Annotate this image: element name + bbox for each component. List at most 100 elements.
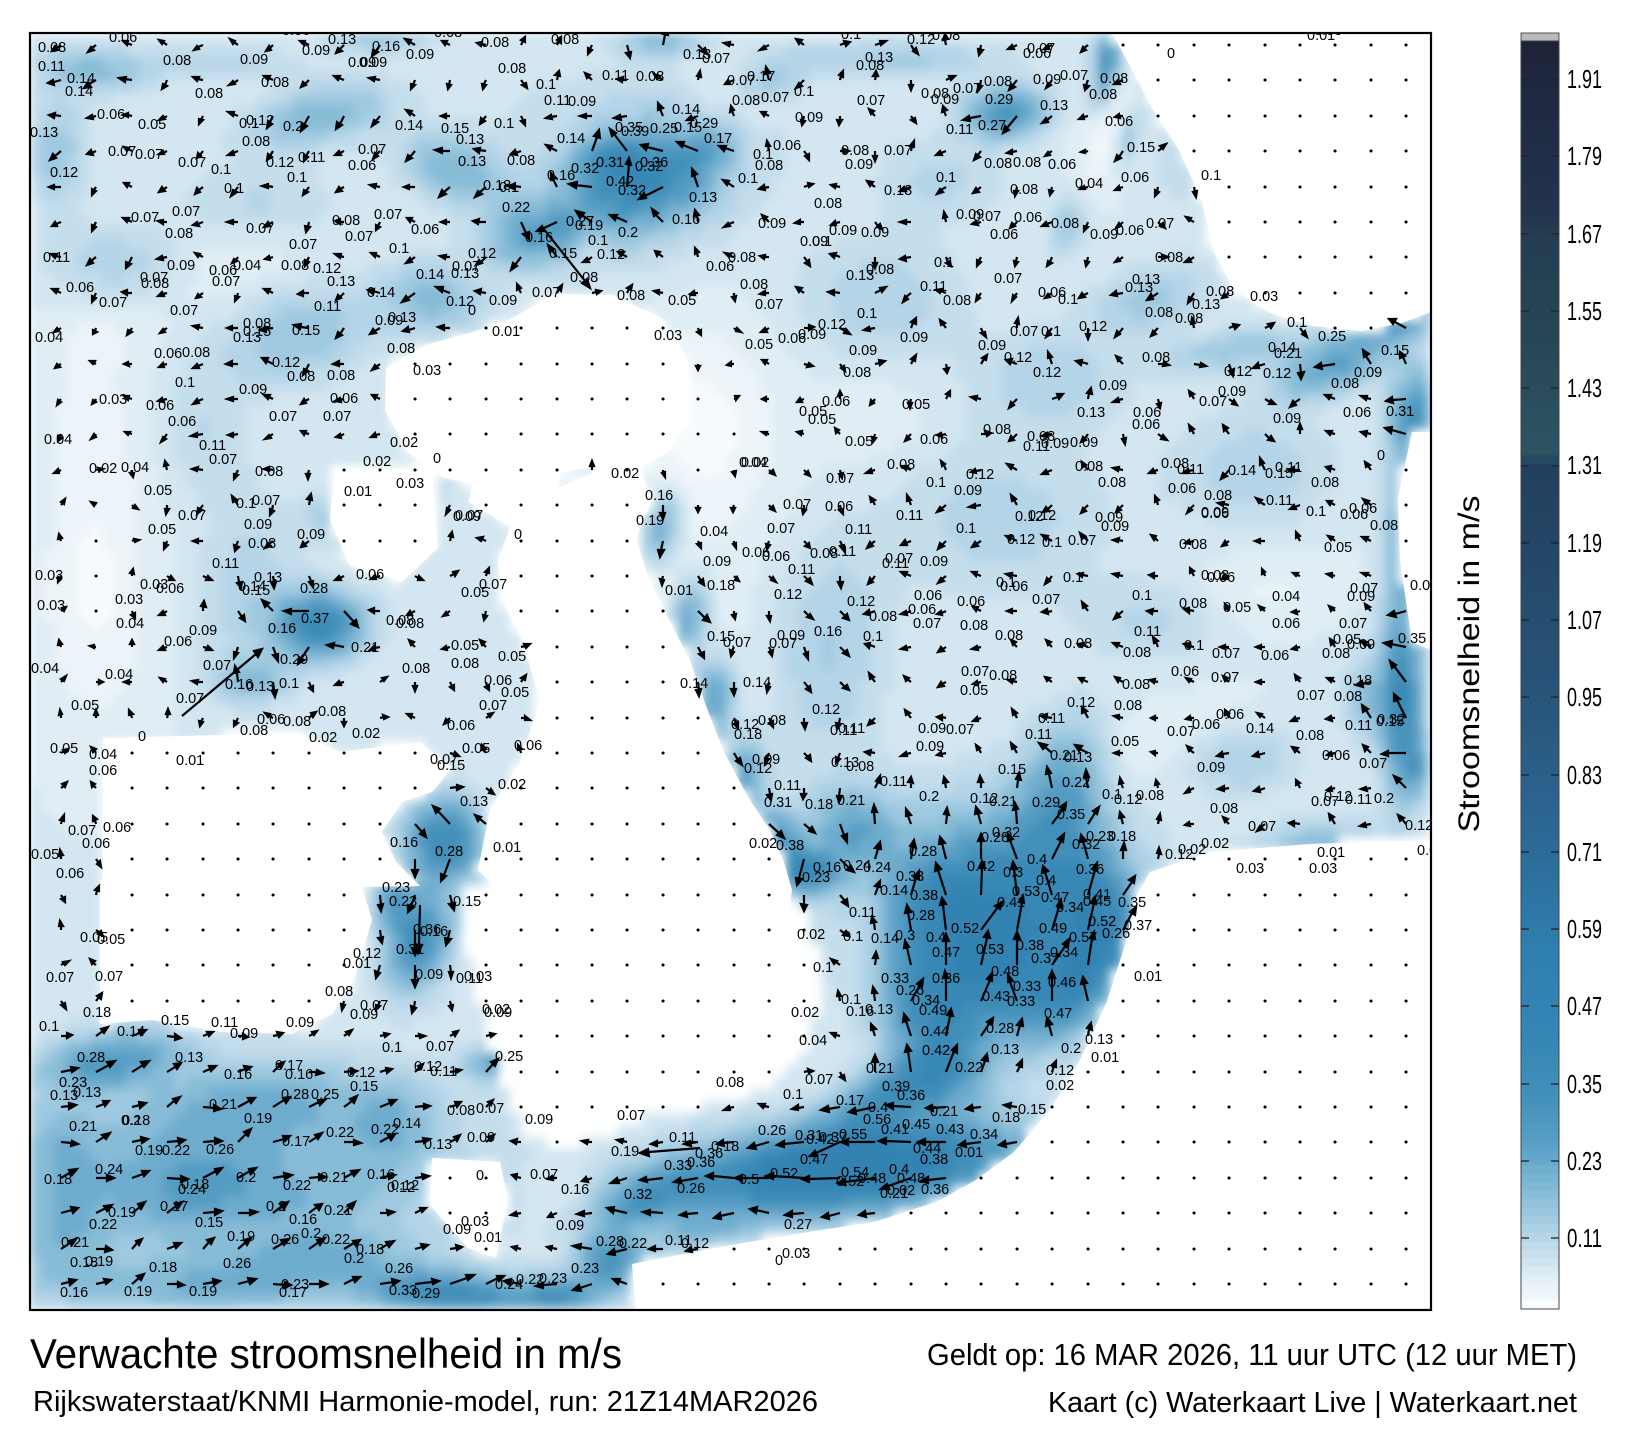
svg-text:0.15: 0.15	[242, 583, 270, 599]
svg-text:0.09: 0.09	[244, 517, 272, 533]
svg-text:0.06: 0.06	[742, 545, 770, 561]
svg-text:0.03: 0.03	[396, 476, 424, 492]
svg-text:0.22: 0.22	[619, 1236, 647, 1252]
svg-text:0.19: 0.19	[189, 1284, 217, 1300]
svg-text:0.19: 0.19	[611, 1144, 639, 1160]
svg-text:0.08: 0.08	[387, 341, 415, 357]
svg-text:0.45: 0.45	[902, 1117, 930, 1133]
svg-text:0.12: 0.12	[1004, 350, 1032, 366]
svg-text:0.03: 0.03	[1314, 23, 1342, 39]
svg-text:0.17: 0.17	[275, 1058, 303, 1074]
svg-text:0.13: 0.13	[1040, 98, 1068, 114]
svg-text:0.36: 0.36	[687, 1155, 715, 1171]
svg-text:0.1: 0.1	[863, 629, 883, 645]
svg-text:0.07: 0.07	[953, 81, 981, 97]
svg-text:0.07: 0.07	[323, 409, 351, 425]
svg-text:0.34: 0.34	[970, 1127, 998, 1143]
svg-text:0.13: 0.13	[884, 183, 912, 199]
svg-text:0.09: 0.09	[795, 110, 823, 126]
svg-text:0.02: 0.02	[797, 927, 825, 943]
svg-text:0.12: 0.12	[1079, 319, 1107, 335]
svg-text:0.21: 0.21	[320, 1170, 348, 1186]
svg-text:0.08: 0.08	[434, 25, 462, 41]
svg-text:0.08: 0.08	[1334, 689, 1362, 705]
svg-text:0.09: 0.09	[359, 55, 387, 71]
svg-text:0.08: 0.08	[1161, 456, 1189, 472]
svg-text:0.11: 0.11	[920, 279, 947, 295]
svg-text:0.08: 0.08	[716, 1075, 744, 1091]
svg-text:0.33: 0.33	[881, 971, 909, 987]
svg-text:0.1: 0.1	[783, 1087, 803, 1103]
svg-text:0.13: 0.13	[456, 132, 484, 148]
svg-text:0.15: 0.15	[1265, 466, 1293, 482]
svg-text:0.83: 0.83	[1567, 760, 1602, 790]
svg-text:0.06: 0.06	[514, 738, 542, 754]
svg-text:0.15: 0.15	[195, 1215, 223, 1231]
svg-text:0.09: 0.09	[239, 382, 267, 398]
svg-text:0.12: 0.12	[1007, 532, 1035, 548]
svg-text:0.24: 0.24	[843, 858, 871, 874]
svg-text:0.07: 0.07	[209, 452, 237, 468]
svg-text:0.26: 0.26	[385, 1261, 413, 1277]
svg-text:0.26: 0.26	[206, 1142, 234, 1158]
svg-text:0.71: 0.71	[1567, 837, 1602, 867]
svg-text:0.06: 0.06	[1201, 506, 1229, 522]
svg-text:0.08: 0.08	[1206, 284, 1234, 300]
svg-text:0.07: 0.07	[1167, 724, 1195, 740]
svg-text:0.16: 0.16	[846, 1004, 874, 1020]
svg-text:0.09: 0.09	[489, 293, 517, 309]
svg-text:0.07: 0.07	[170, 303, 198, 319]
svg-text:0.14: 0.14	[680, 676, 708, 692]
svg-text:0.18: 0.18	[122, 1113, 150, 1129]
svg-text:0.07: 0.07	[725, 20, 753, 36]
svg-text:0.23: 0.23	[281, 1277, 309, 1293]
svg-text:0.11: 0.11	[838, 721, 865, 737]
svg-text:1.55: 1.55	[1567, 296, 1602, 326]
svg-text:0.02: 0.02	[363, 454, 391, 470]
svg-text:0.18: 0.18	[734, 727, 762, 743]
svg-text:0.19: 0.19	[636, 513, 664, 529]
svg-text:0.05: 0.05	[50, 741, 78, 757]
svg-text:0.06: 0.06	[330, 391, 358, 407]
svg-text:0.11: 0.11	[1177, 462, 1204, 478]
svg-text:0.04: 0.04	[44, 432, 72, 448]
svg-text:0.08: 0.08	[932, 28, 960, 44]
svg-text:0.05: 0.05	[148, 522, 176, 538]
svg-text:0.11: 0.11	[1345, 792, 1372, 808]
svg-text:0.33: 0.33	[896, 869, 924, 885]
svg-text:0.11: 0.11	[430, 1064, 457, 1080]
svg-text:0.12: 0.12	[50, 165, 78, 181]
svg-text:0.03: 0.03	[1309, 861, 1337, 877]
svg-text:1.79: 1.79	[1567, 141, 1602, 171]
svg-text:0.4: 0.4	[926, 930, 946, 946]
svg-text:0.07: 0.07	[358, 142, 386, 158]
svg-text:0.07: 0.07	[973, 209, 1001, 225]
svg-text:0.13: 0.13	[246, 679, 274, 695]
svg-text:0.08: 0.08	[740, 277, 768, 293]
svg-text:0.08: 0.08	[1075, 459, 1103, 475]
svg-text:0.08: 0.08	[995, 628, 1023, 644]
svg-text:0.21: 0.21	[866, 1061, 894, 1077]
svg-text:0.05: 0.05	[144, 483, 172, 499]
svg-text:0.4: 0.4	[1036, 873, 1056, 889]
svg-text:0.09: 0.09	[703, 554, 731, 570]
svg-text:0.04: 0.04	[799, 1033, 827, 1049]
svg-text:0.11: 0.11	[1275, 460, 1302, 476]
svg-text:0.11: 0.11	[1038, 711, 1065, 727]
svg-text:0.1: 0.1	[39, 1019, 59, 1035]
svg-text:0.06: 0.06	[156, 581, 184, 597]
svg-text:0.07: 0.07	[1350, 581, 1378, 597]
svg-text:0.1: 0.1	[1132, 588, 1152, 604]
svg-text:0.17: 0.17	[836, 1093, 864, 1109]
svg-text:0.12: 0.12	[1067, 695, 1095, 711]
svg-text:0.2: 0.2	[618, 225, 638, 241]
svg-text:0.16: 0.16	[561, 1182, 589, 1198]
svg-text:0.19: 0.19	[227, 1229, 255, 1245]
svg-text:0.02: 0.02	[89, 461, 117, 477]
svg-text:0.1: 0.1	[588, 233, 608, 249]
svg-text:0.16: 0.16	[372, 39, 400, 55]
svg-text:0.18: 0.18	[707, 578, 735, 594]
svg-text:0.36: 0.36	[1076, 862, 1104, 878]
svg-text:0.08: 0.08	[728, 250, 756, 266]
svg-text:0.18: 0.18	[1108, 829, 1136, 845]
